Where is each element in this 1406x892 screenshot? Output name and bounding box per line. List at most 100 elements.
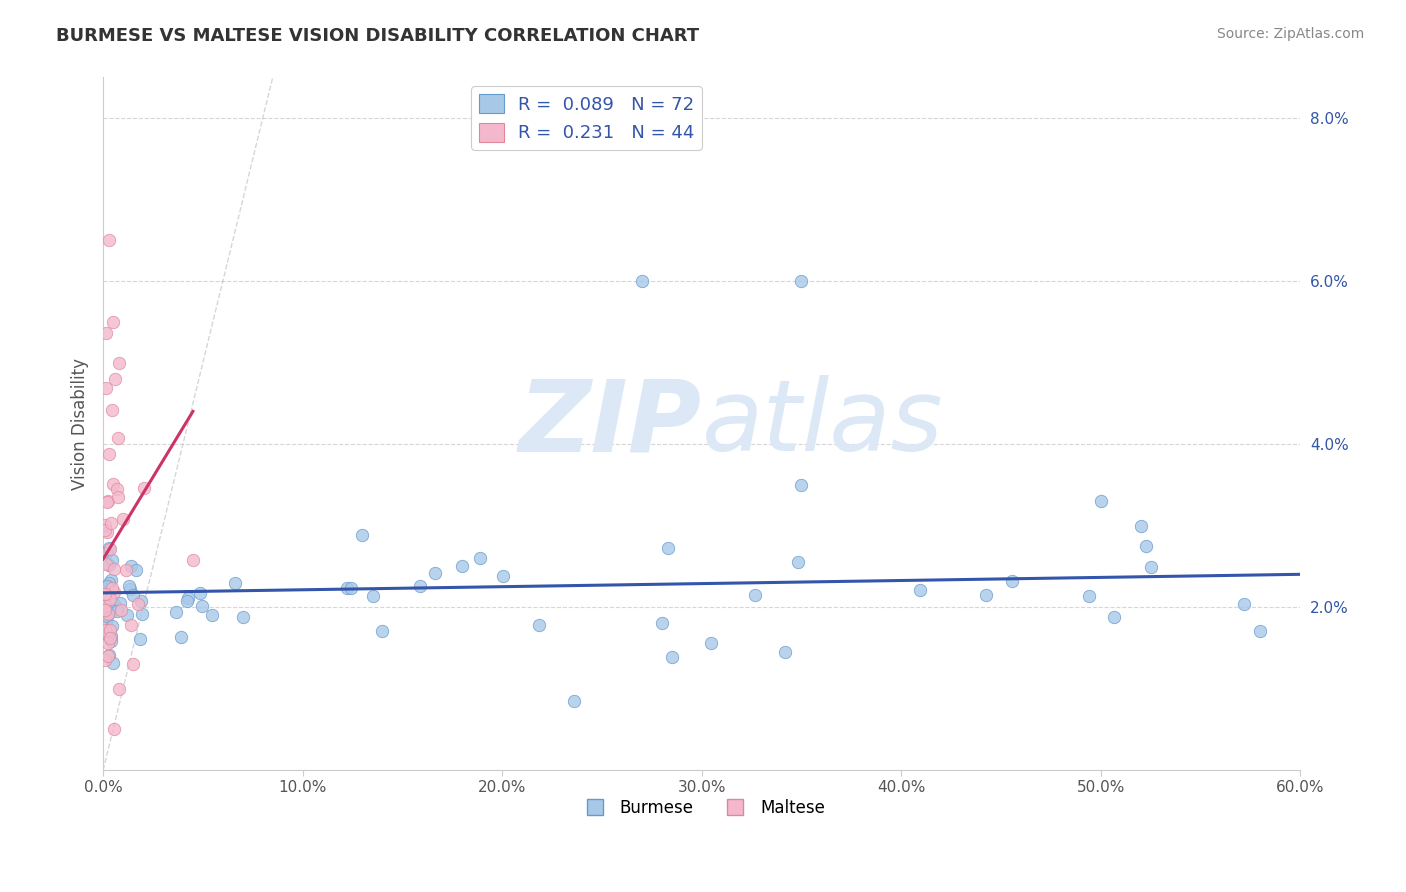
Point [101, 619, 124, 633]
Point [103, 597, 125, 611]
Point [786, 555, 808, 569]
Point [176, 594, 198, 608]
Point [191, 599, 214, 613]
Point [103, 562, 125, 576]
Point [97, 627, 120, 641]
Point [94, 623, 117, 637]
Point [103, 723, 125, 737]
Point [97, 649, 120, 664]
Point [176, 591, 198, 605]
Point [1001, 574, 1024, 588]
Point [97, 635, 120, 649]
Point [468, 551, 491, 566]
Text: ZIP: ZIP [519, 376, 702, 472]
Point [232, 609, 254, 624]
Point [101, 581, 124, 595]
Point [100, 574, 122, 588]
Point [96, 579, 118, 593]
Point [169, 630, 191, 644]
Point [94, 616, 117, 631]
Point [122, 588, 145, 602]
Point [910, 582, 932, 597]
Point [96, 581, 118, 595]
Point [94, 557, 117, 571]
Point [1233, 597, 1256, 611]
Point [350, 528, 373, 542]
Text: atlas: atlas [702, 376, 943, 472]
Point [336, 581, 359, 595]
Point [98, 558, 121, 572]
Point [96, 326, 118, 340]
Point [1129, 518, 1152, 533]
Point [94, 603, 117, 617]
Point [118, 579, 141, 593]
Point [122, 657, 145, 671]
Point [97, 648, 120, 662]
Point [100, 553, 122, 567]
Point [94, 517, 117, 532]
Point [103, 585, 125, 599]
Point [657, 541, 679, 556]
Point [107, 431, 129, 445]
Point [1102, 610, 1125, 624]
Point [100, 516, 122, 530]
Point [131, 607, 153, 621]
Point [97, 606, 120, 620]
Point [101, 315, 124, 329]
Point [371, 624, 394, 639]
Point [97, 494, 120, 508]
Point [974, 588, 997, 602]
Text: BURMESE VS MALTESE VISION DISABILITY CORRELATION CHART: BURMESE VS MALTESE VISION DISABILITY COR… [56, 27, 699, 45]
Point [115, 563, 138, 577]
Point [129, 593, 152, 607]
Point [104, 372, 127, 386]
Point [423, 566, 446, 580]
Point [200, 608, 222, 623]
Point [790, 478, 813, 492]
Point [1140, 560, 1163, 574]
Point [112, 512, 135, 526]
Point [340, 582, 363, 596]
Point [98, 631, 121, 645]
Point [1249, 624, 1271, 639]
Point [94, 599, 117, 613]
Point [188, 586, 211, 600]
Point [492, 569, 515, 583]
Point [181, 553, 204, 567]
Point [224, 576, 246, 591]
Point [1090, 494, 1112, 508]
Point [562, 694, 585, 708]
Point [361, 589, 384, 603]
Point [132, 481, 155, 495]
Point [451, 559, 474, 574]
Point [120, 558, 142, 573]
Point [100, 629, 122, 643]
Point [101, 656, 124, 670]
Point [94, 546, 117, 560]
Legend: Burmese, Maltese: Burmese, Maltese [571, 793, 832, 824]
Point [630, 274, 652, 288]
Point [700, 636, 723, 650]
Point [94, 598, 117, 612]
Point [127, 597, 149, 611]
Point [98, 576, 121, 591]
Point [96, 381, 118, 395]
Point [118, 582, 141, 596]
Point [129, 632, 152, 647]
Point [105, 604, 128, 618]
Y-axis label: Vision Disability: Vision Disability [72, 358, 89, 490]
Point [790, 274, 813, 288]
Point [96, 494, 118, 508]
Point [651, 616, 673, 631]
Point [98, 541, 121, 556]
Point [94, 587, 117, 601]
Point [101, 476, 124, 491]
Point [98, 623, 121, 637]
Point [98, 234, 121, 248]
Point [96, 525, 118, 540]
Point [527, 618, 550, 632]
Point [94, 653, 117, 667]
Point [1135, 539, 1157, 553]
Point [409, 579, 432, 593]
Point [107, 490, 129, 504]
